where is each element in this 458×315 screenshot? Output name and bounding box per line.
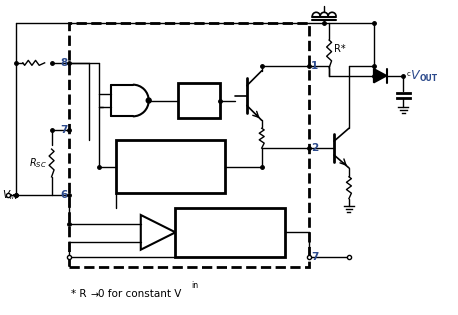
Text: 1: 1 [311, 61, 318, 71]
Text: $\mathit{V}$: $\mathit{V}$ [410, 69, 422, 82]
Text: 8: 8 [60, 58, 67, 68]
Text: 7: 7 [311, 252, 319, 262]
Text: $\rightarrow$: $\rightarrow$ [89, 289, 101, 299]
Text: R*: R* [334, 44, 346, 54]
Text: 0 for constant V: 0 for constant V [98, 289, 181, 299]
Text: $R_{SC}$: $R_{SC}$ [29, 156, 47, 170]
Text: * R: * R [71, 289, 87, 299]
Bar [175, 208, 284, 257]
Text: 2: 2 [311, 143, 318, 153]
Text: 6: 6 [60, 190, 67, 200]
Bar [70, 23, 309, 267]
Text: $V_{IN}$: $V_{IN}$ [2, 188, 18, 202]
Text: c: c [406, 71, 410, 77]
Circle shape [146, 98, 151, 103]
Bar [179, 83, 220, 118]
Text: OUT: OUT [420, 74, 437, 83]
Text: 7: 7 [60, 125, 67, 135]
Text: in: in [191, 281, 198, 290]
Bar [116, 140, 225, 193]
Polygon shape [374, 69, 387, 83]
